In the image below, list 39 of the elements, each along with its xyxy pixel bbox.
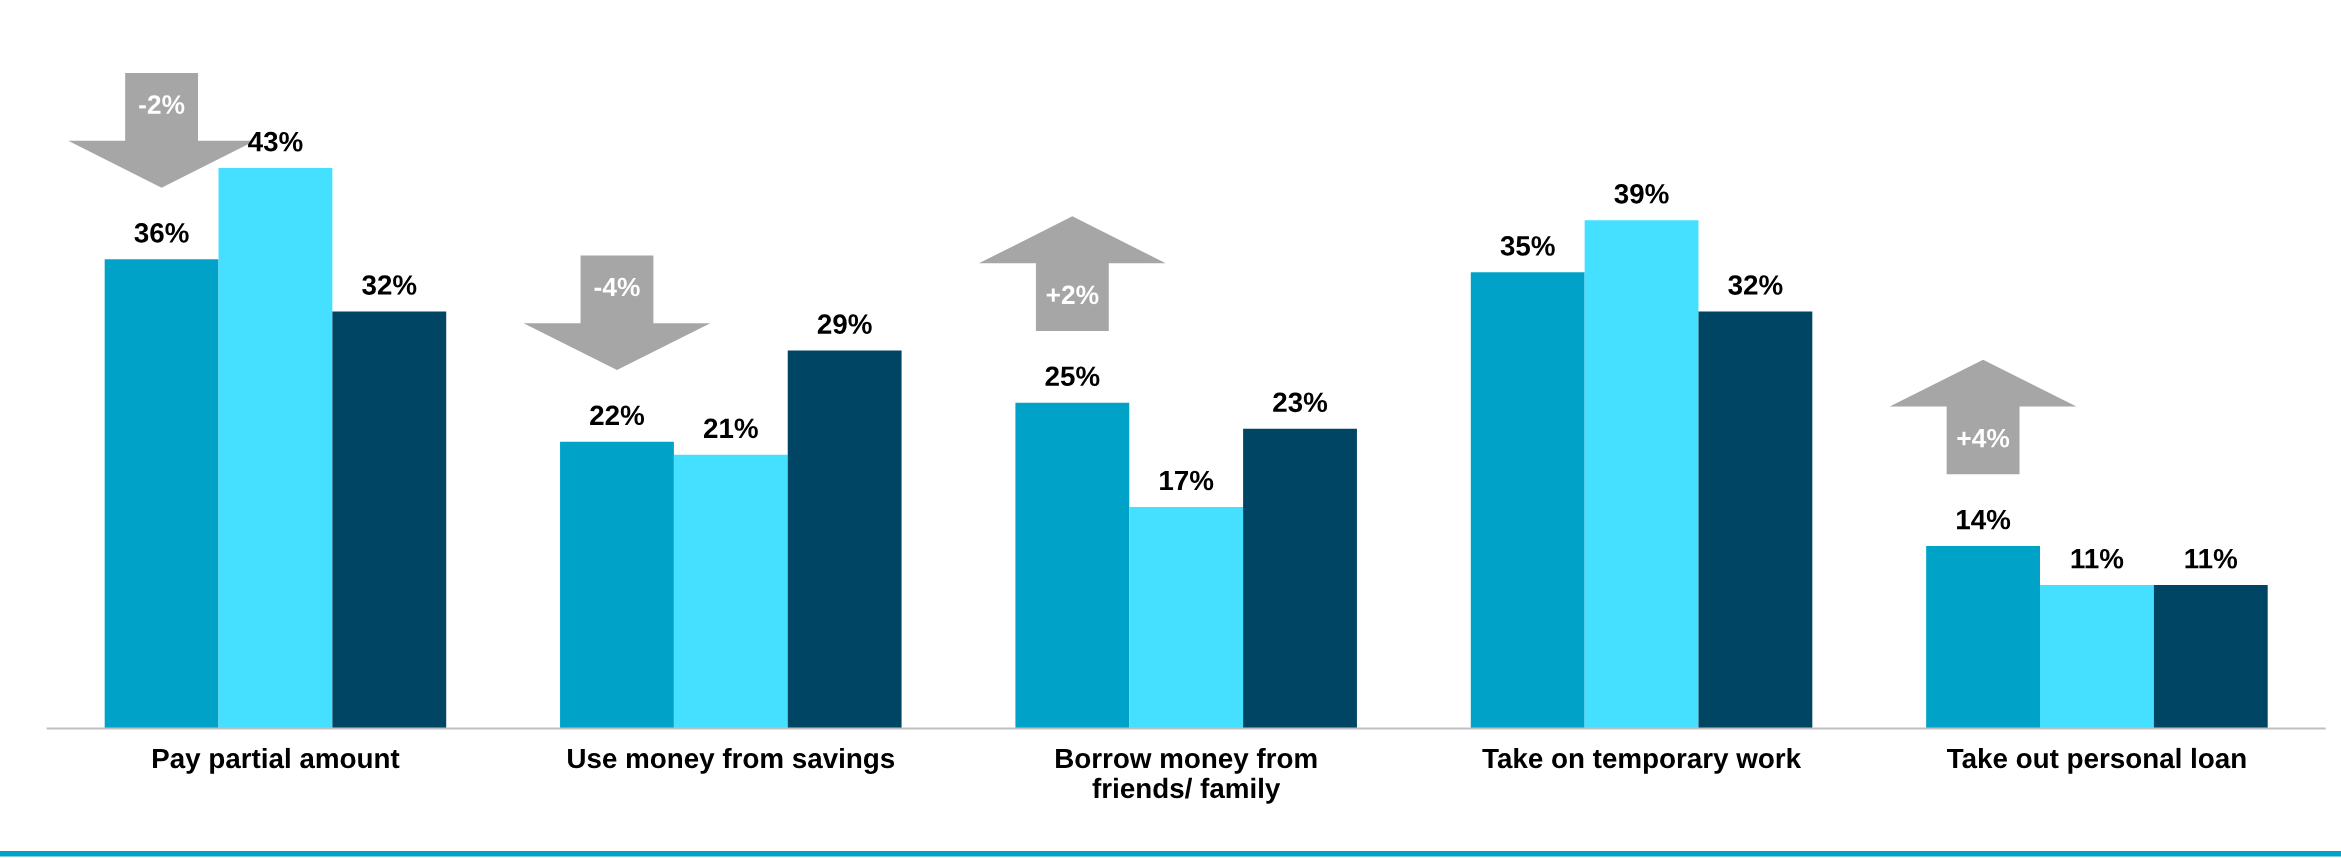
data-label: 25% xyxy=(1045,366,1100,387)
bar xyxy=(1015,402,1130,729)
data-label: 21% xyxy=(703,418,758,439)
bar xyxy=(1129,506,1244,729)
bar xyxy=(787,350,902,729)
data-label: 32% xyxy=(362,275,417,295)
bar xyxy=(332,311,447,729)
bar xyxy=(2040,585,2154,729)
annotation: +4% xyxy=(1957,428,2010,448)
bar xyxy=(104,259,219,729)
data-label: 11% xyxy=(2071,548,2124,569)
bar xyxy=(1243,428,1357,729)
bar xyxy=(1926,546,2041,729)
data-label: 17% xyxy=(1160,470,1214,491)
data-label: 11% xyxy=(2185,548,2238,569)
data-label: 39% xyxy=(1614,183,1669,204)
annotation: +2% xyxy=(1046,285,1099,305)
data-label: 35% xyxy=(1500,236,1555,256)
x-tick-label: Take on temporary work xyxy=(1482,747,1802,774)
data-label: 43% xyxy=(248,131,303,152)
x-tick-label: Borrow money from friends/ family xyxy=(1056,747,1317,804)
bar xyxy=(560,441,674,729)
bar xyxy=(1584,220,1699,729)
x-tick-label: Take out personal loan xyxy=(1947,747,2246,774)
x-tick-label: Use money from savings xyxy=(568,747,895,774)
bar xyxy=(1470,272,1585,729)
data-label: 23% xyxy=(1273,392,1328,413)
text: -2% xyxy=(139,95,185,114)
data-label: 14% xyxy=(1957,509,2011,530)
data-label: 22% xyxy=(590,405,645,426)
x-tick-label: Pay partial amount xyxy=(153,747,400,774)
bar xyxy=(1698,311,1813,729)
data-label: 36% xyxy=(134,223,189,243)
annotation: -4% xyxy=(594,277,640,297)
bar xyxy=(673,454,788,729)
data-label: 32% xyxy=(1728,275,1783,295)
bar xyxy=(218,168,333,729)
data-label: 29% xyxy=(817,314,872,334)
bar xyxy=(2153,585,2268,729)
